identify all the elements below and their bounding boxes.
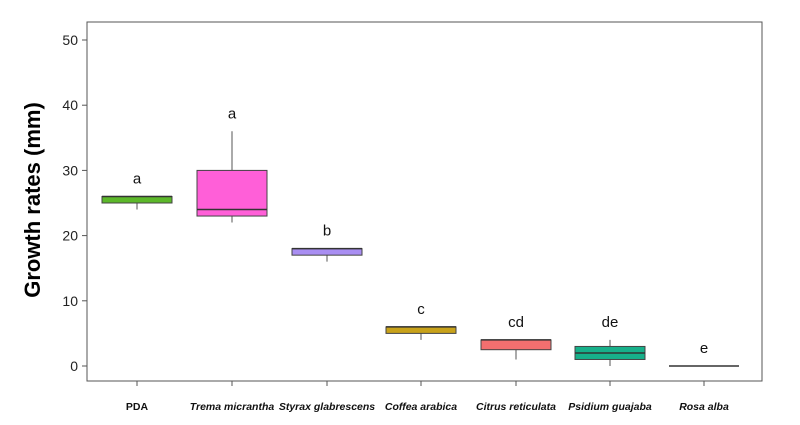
x-tick-label: Coffea arabica bbox=[385, 401, 457, 413]
significance-label: a bbox=[228, 105, 237, 122]
x-tick-label: Trema micrantha bbox=[190, 401, 275, 413]
significance-label: de bbox=[602, 314, 619, 331]
x-axis: PDA Trema micrantha Styrax glabrescens Coff… bbox=[126, 381, 729, 413]
x-tick-label: Citrus reticulata bbox=[476, 401, 556, 413]
x-tick-label: Styrax glabrescens bbox=[279, 401, 375, 413]
boxes-layer: a a b c cd de e bbox=[101, 105, 739, 367]
x-tick-label: PDA bbox=[126, 401, 149, 413]
box-group: c bbox=[385, 301, 457, 340]
y-axis: 0 10 20 30 40 50 bbox=[62, 32, 87, 374]
box-group: e bbox=[669, 340, 739, 367]
box bbox=[385, 326, 457, 334]
significance-label: c bbox=[417, 301, 425, 318]
box-group: cd bbox=[480, 314, 552, 360]
box bbox=[101, 195, 173, 204]
y-tick-label: 50 bbox=[62, 32, 78, 48]
box-group: b bbox=[291, 223, 363, 262]
y-tick-label: 40 bbox=[62, 97, 78, 113]
y-tick-label: 20 bbox=[62, 228, 78, 244]
x-tick-label: Rosa alba bbox=[679, 401, 729, 413]
plot-frame bbox=[86, 21, 763, 382]
significance-label: cd bbox=[508, 314, 524, 331]
y-axis-label: Growth rates (mm) bbox=[20, 102, 45, 298]
significance-label: a bbox=[133, 170, 142, 187]
box bbox=[291, 248, 363, 256]
significance-label: b bbox=[323, 223, 331, 240]
x-tick-label: Psidium guajaba bbox=[568, 401, 652, 413]
box-group: de bbox=[574, 314, 646, 366]
y-tick-label: 10 bbox=[62, 293, 78, 309]
y-tick-label: 0 bbox=[70, 358, 78, 374]
significance-label: e bbox=[700, 340, 708, 357]
box-group: a bbox=[196, 105, 268, 223]
box bbox=[196, 169, 268, 217]
y-tick-label: 30 bbox=[62, 162, 78, 178]
box bbox=[480, 339, 552, 351]
box-group: a bbox=[101, 170, 173, 210]
